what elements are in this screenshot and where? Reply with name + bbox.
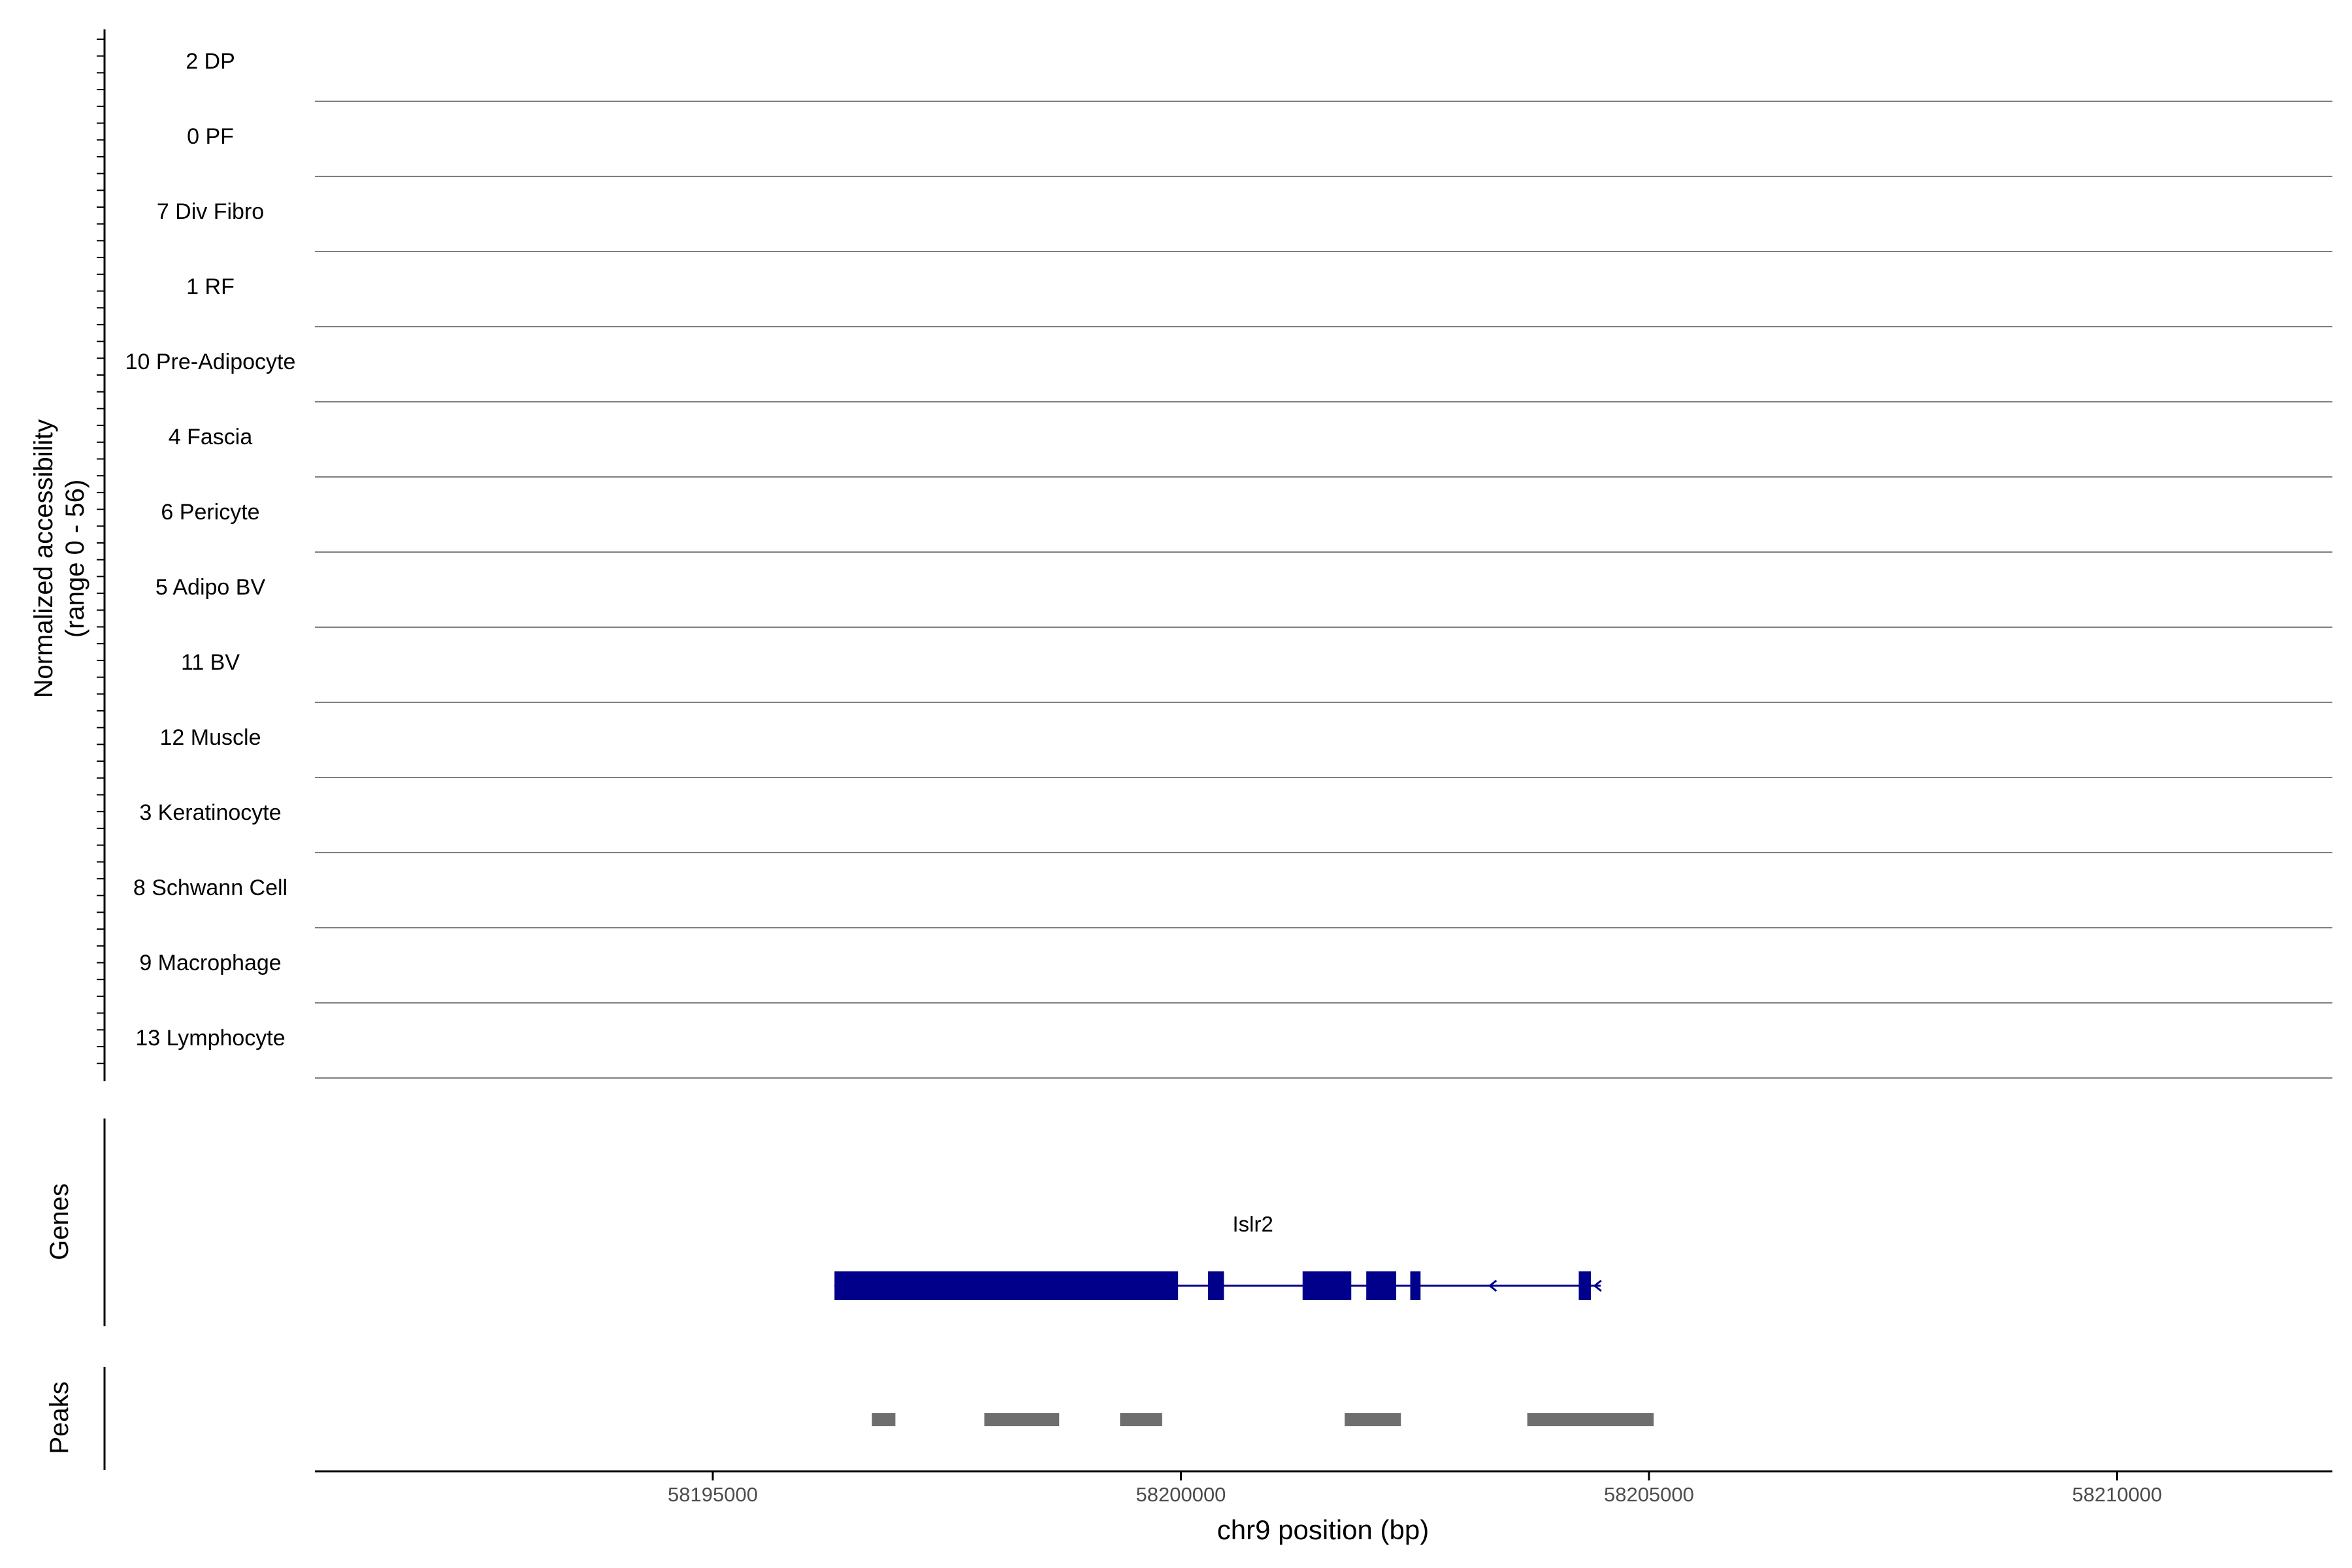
track-5-adipo-bv: 5 Adipo BV <box>155 575 2332 628</box>
track-label: 7 Div Fibro <box>157 199 264 224</box>
x-tick-label: 58195000 <box>668 1483 758 1506</box>
track-8-schwann-cell: 8 Schwann Cell <box>133 875 2332 928</box>
track-11-bv: 11 BV <box>181 650 2332 703</box>
track-label: 0 PF <box>187 124 234 149</box>
track-13-lymphocyte: 13 Lymphocyte <box>135 1026 2332 1079</box>
track-label: 10 Pre-Adipocyte <box>125 350 296 374</box>
genes-panel-label: Genes <box>45 1183 74 1260</box>
gene-exon <box>1578 1271 1592 1300</box>
gene-name-label: Islr2 <box>1232 1212 1273 1236</box>
track-label: 6 Pericyte <box>161 500 259 525</box>
track-label: 13 Lymphocyte <box>135 1026 285 1051</box>
track-label: 8 Schwann Cell <box>133 875 287 900</box>
gene-exon <box>1302 1271 1352 1300</box>
strand-arrow <box>1488 1279 1497 1292</box>
track-10-pre-adipocyte: 10 Pre-Adipocyte <box>125 350 2332 402</box>
track-2-dp: 2 DP <box>186 49 2332 102</box>
strand-arrow <box>1380 1279 1390 1292</box>
y-axis-label-line2: (range 0 - 56) <box>61 480 90 638</box>
genes-panel: Islr2 <box>103 1119 1602 1326</box>
track-6-pericyte: 6 Pericyte <box>161 500 2332 553</box>
gene-exon <box>1410 1271 1421 1300</box>
track-label: 12 Muscle <box>160 725 261 750</box>
peak-region-bar <box>872 1413 896 1426</box>
x-tick-label: 58200000 <box>1136 1483 1226 1506</box>
y-axis-label-line1: Normalized accessibility <box>29 419 58 698</box>
coverage-tracks: 2 DP 0 PF 7 Div Fibro 1 RF 10 Pre-Adipocyte 4… <box>97 29 2332 1081</box>
track-label: 9 Macrophage <box>139 951 281 975</box>
gene-exon <box>1208 1271 1224 1300</box>
track-label: 4 Fascia <box>169 425 253 449</box>
track-label: 5 Adipo BV <box>155 575 266 600</box>
gene-islr2: Islr2 <box>834 1212 1602 1300</box>
track-label: 11 BV <box>181 650 240 675</box>
peaks-panel <box>103 1367 1654 1470</box>
track-label: 3 Keratinocyte <box>139 800 281 825</box>
x-tick-label: 58210000 <box>2072 1483 2162 1506</box>
track-0-pf: 0 PF <box>187 124 2332 177</box>
peak-region-bar <box>1527 1413 1654 1426</box>
peak-region-bar <box>984 1413 1060 1426</box>
track-4-fascia: 4 Fascia <box>169 425 2332 478</box>
strand-arrow <box>1593 1279 1602 1292</box>
track-label: 1 RF <box>186 274 235 299</box>
x-axis-title: chr9 position (bp) <box>1217 1514 1429 1545</box>
peak-region-bar <box>1120 1413 1162 1426</box>
peak-region-bar <box>1345 1413 1401 1426</box>
track-12-muscle: 12 Muscle <box>160 725 2332 778</box>
x-axis: 58195000 58200000 58205000 58210000 <box>315 1470 2332 1506</box>
track-3-keratinocyte: 3 Keratinocyte <box>139 800 2332 853</box>
track-1-rf: 1 RF <box>186 274 2332 327</box>
peaks-panel-label: Peaks <box>45 1381 74 1454</box>
track-7-div-fibro: 7 Div Fibro <box>157 199 2332 252</box>
gene-exon <box>834 1271 1179 1300</box>
track-label: 2 DP <box>186 49 235 74</box>
track-9-macrophage: 9 Macrophage <box>139 951 2332 1004</box>
x-tick-label: 58205000 <box>1604 1483 1694 1506</box>
